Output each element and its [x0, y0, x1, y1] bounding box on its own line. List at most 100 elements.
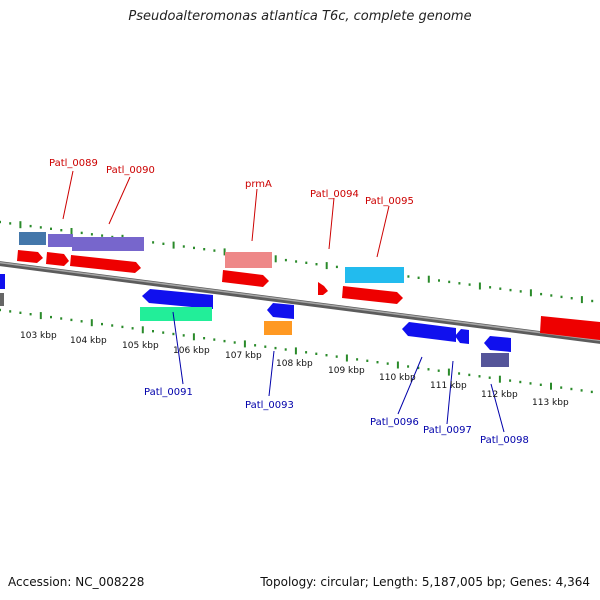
gene-label-patl-0089[interactable]: Patl_0089 [49, 158, 98, 169]
tick-dot [529, 382, 532, 385]
tick-dot [560, 386, 563, 389]
tick-mark-major [243, 340, 246, 348]
tick-dot [213, 249, 216, 252]
gene-label-patl-0090[interactable]: Patl_0090 [106, 165, 155, 176]
gene-feature-patl-0090-product[interactable] [72, 237, 144, 251]
tick-dot [172, 332, 175, 336]
tick-dot [407, 275, 410, 278]
tick-dot [325, 354, 328, 357]
tick-dot [131, 327, 134, 330]
kbp-label: 107 kbp [225, 351, 262, 361]
kbp-label: 111 kbp [430, 381, 467, 391]
gene-feature[interactable] [19, 232, 46, 245]
tick-dot [274, 346, 277, 350]
tick-mark-major [70, 228, 73, 235]
gene-arrow-prma[interactable] [222, 270, 269, 287]
tick-dot [203, 248, 206, 251]
tick-dot [519, 290, 522, 293]
tick-dot [223, 339, 226, 343]
tick-dot [60, 317, 63, 320]
tick-dot [315, 352, 318, 355]
reverse-leader-lines [172, 311, 505, 433]
gene-label-patl-0098[interactable]: Patl_0098 [480, 435, 529, 446]
tick-mark-major [294, 347, 297, 355]
gene-arrow-patl-0097[interactable] [455, 329, 469, 344]
tick-mark-major [274, 255, 277, 263]
kbp-label: 106 kbp [173, 346, 210, 356]
kbp-label: 104 kbp [70, 336, 107, 346]
gene-feature-prma-product[interactable] [225, 252, 272, 268]
tick-dot [519, 380, 522, 384]
gene-label-patl-0096[interactable]: Patl_0096 [370, 417, 419, 428]
accession-text: Accession: NC_008228 [8, 575, 145, 589]
tick-dot [101, 322, 103, 326]
gene-arrow[interactable] [540, 316, 600, 340]
tick-dot [60, 229, 63, 232]
gene-feature-patl-0098-product[interactable] [481, 353, 509, 367]
gene-arrow-patl-0098[interactable] [484, 336, 511, 352]
gene-arrow-patl-0096[interactable] [402, 322, 456, 342]
tick-mark-major [529, 289, 532, 297]
kbp-label: 103 kbp [20, 331, 57, 341]
gene-feature-patl-0095-product[interactable] [345, 267, 404, 283]
tick-mark-major [580, 296, 583, 304]
gene-feature[interactable] [48, 234, 73, 247]
tick-dot [152, 330, 154, 333]
tick-dot [488, 376, 491, 379]
tick-dot [9, 310, 12, 313]
gene-arrow[interactable] [0, 274, 5, 289]
tick-dot [356, 358, 359, 361]
tick-dot [509, 288, 512, 292]
gene-label-patl-0091[interactable]: Patl_0091 [144, 387, 193, 398]
tick-dot [509, 379, 512, 382]
tick-dot [437, 369, 440, 372]
tick-dot [315, 263, 318, 266]
tick-dot [366, 359, 369, 362]
gene-label-patl-0097[interactable]: Patl_0097 [423, 425, 472, 436]
gene-feature-patl-0091-product[interactable] [140, 307, 212, 321]
genome-info-text: Topology: circular; Length: 5,187,005 bp… [260, 575, 590, 589]
tick-dot [499, 287, 502, 290]
tick-dot [284, 348, 287, 351]
tick-dot [50, 315, 52, 319]
tick-dot [264, 345, 267, 348]
tick-dot [448, 280, 451, 284]
tick-dot [305, 261, 308, 264]
kbp-label: 110 kbp [379, 373, 416, 383]
tick-dot [591, 299, 594, 303]
gene-label-prma[interactable]: prmA [245, 179, 272, 190]
gene-arrow-patl-0095[interactable] [342, 286, 403, 304]
gene-feature[interactable] [0, 293, 4, 306]
tick-dot [468, 373, 471, 377]
gene-arrow-patl-0090[interactable] [70, 255, 141, 273]
tick-dot [417, 366, 420, 370]
tick-dot [427, 368, 430, 371]
kbp-label: 105 kbp [122, 341, 159, 351]
tick-dot [539, 383, 542, 386]
forward-leader-lines [62, 170, 390, 258]
gene-arrow[interactable] [17, 250, 43, 263]
tick-dot [29, 313, 32, 316]
tick-dot [458, 282, 461, 285]
gene-feature-patl-0093-product[interactable] [264, 321, 292, 335]
tick-dot [111, 324, 114, 327]
kbp-label: 112 kbp [481, 390, 518, 400]
gene-label-patl-0095[interactable]: Patl_0095 [365, 196, 414, 207]
tick-dot [0, 308, 1, 312]
gene-label-patl-0093[interactable]: Patl_0093 [245, 400, 294, 411]
tick-dot [203, 337, 206, 340]
tick-dot [29, 224, 32, 228]
gene-arrow-patl-0091[interactable] [142, 289, 213, 309]
tick-dot [295, 260, 298, 263]
gene-arrow-patl-0094[interactable] [318, 282, 328, 295]
gene-label-patl-0094[interactable]: Patl_0094 [310, 189, 359, 200]
tick-mark-major [550, 382, 552, 390]
tick-dot [305, 351, 308, 354]
tick-dot [101, 234, 104, 237]
tick-dot [550, 294, 553, 297]
tick-dot [152, 241, 155, 244]
tick-dot [570, 387, 573, 391]
gene-arrow-patl-0093[interactable] [267, 303, 294, 319]
gene-arrow-patl-0089[interactable] [46, 252, 69, 266]
